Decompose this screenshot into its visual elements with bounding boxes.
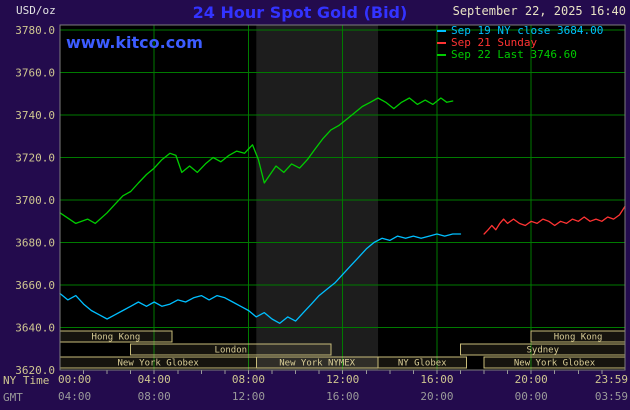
x-tick-label-ny: 00:00 [58, 373, 91, 386]
session-label: Sydney [526, 346, 559, 356]
legend-label-sep21: Sep 21 Sunday [451, 36, 538, 49]
legend-line-swatch-sep19 [437, 30, 446, 32]
plot-border [59, 24, 626, 371]
x-tick-label-gmt: 16:00 [326, 390, 359, 403]
x-tick-label-ny: 20:00 [515, 373, 548, 386]
session-box [377, 356, 467, 369]
session-label: NY Globex [398, 359, 447, 369]
session-box [130, 343, 332, 356]
y-tick-label: 3780.0 [15, 24, 55, 37]
session-label: London [215, 346, 248, 356]
ny-time-label: NY Time [3, 374, 50, 387]
y-tick-label: 3720.0 [15, 152, 55, 165]
y-tick-label: 3680.0 [15, 237, 55, 250]
y-tick-label: 3620.0 [15, 364, 55, 377]
legend-line-swatch-sep22 [437, 54, 446, 56]
y-tick-label: 3760.0 [15, 67, 55, 80]
x-tick-label-gmt: 04:00 [58, 390, 91, 403]
y-tick-label: 3740.0 [15, 109, 55, 122]
y-tick-label: 3640.0 [15, 322, 55, 335]
x-tick-label-gmt: 12:00 [232, 390, 265, 403]
kitco-watermark-link[interactable]: www.kitco.com [66, 33, 203, 52]
session-label: New York Globex [118, 359, 200, 369]
units-label: USD/oz [16, 4, 56, 17]
session-label: Hong Kong [554, 333, 603, 343]
gmt-label: GMT [3, 391, 23, 404]
session-label: New York Globex [514, 359, 596, 369]
price-line-sep19 [59, 233, 462, 324]
x-tick-label-ny: 23:59 [595, 373, 628, 386]
x-tick-label-ny: 08:00 [232, 373, 265, 386]
session-label: New York NYMEX [279, 359, 355, 369]
price-line-sep21 [483, 205, 626, 235]
y-tick-label: 3660.0 [15, 279, 55, 292]
price-line-sep22 [59, 97, 454, 225]
x-tick-label-gmt: 03:59 [595, 390, 628, 403]
session-label: Hong Kong [92, 333, 141, 343]
x-tick-label-ny: 04:00 [138, 373, 171, 386]
legend-label-sep22: Sep 22 Last 3746.60 [451, 48, 577, 61]
y-tick-label: 3700.0 [15, 194, 55, 207]
legend-label-sep19: Sep 19 NY close 3684.00 [451, 24, 604, 37]
legend-item-1: Sep 21 Sunday [437, 37, 603, 49]
legend-line-swatch-sep21 [437, 42, 446, 44]
x-tick-label-gmt: 00:00 [515, 390, 548, 403]
x-tick-label-gmt: 08:00 [138, 390, 171, 403]
legend-item-0: Sep 19 NY close 3684.00 [437, 25, 603, 37]
nymex-hours-band [256, 25, 379, 370]
legend-item-2: Sep 22 Last 3746.60 [437, 49, 603, 61]
legend: Sep 19 NY close 3684.00 Sep 21 Sunday Se… [437, 25, 603, 61]
chart-title: 24 Hour Spot Gold (Bid) [192, 3, 408, 22]
x-tick-label-ny: 12:00 [326, 373, 359, 386]
x-tick-label-ny: 16:00 [420, 373, 453, 386]
x-tick-label-gmt: 20:00 [420, 390, 453, 403]
chart-datetime: September 22, 2025 16:40 [452, 4, 626, 18]
